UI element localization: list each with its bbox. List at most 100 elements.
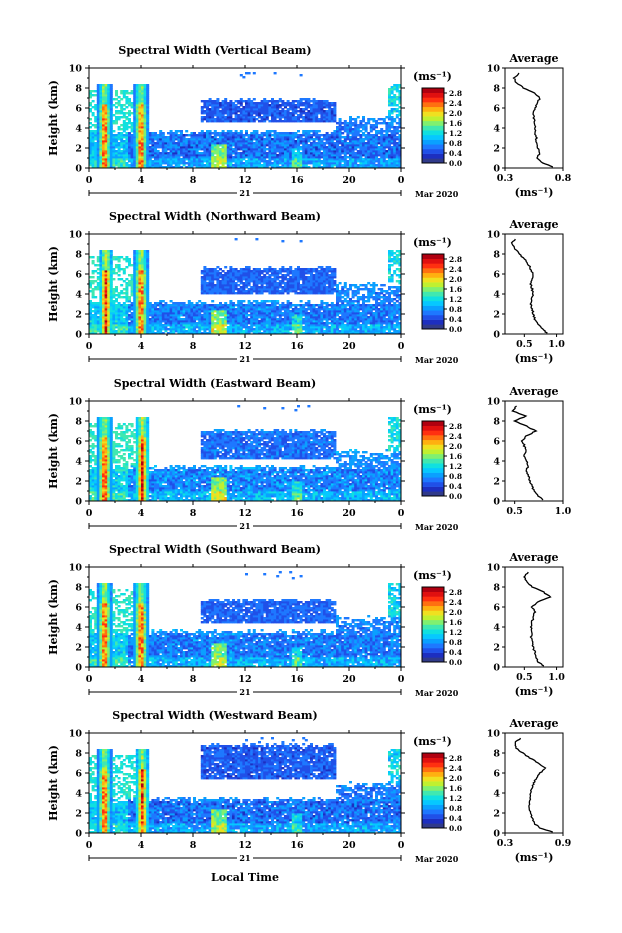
heatmap-cell <box>294 104 297 106</box>
heatmap-cell <box>222 130 225 132</box>
heatmap-cell <box>378 118 381 120</box>
heatmap-cell <box>258 102 261 104</box>
heatmap-cell <box>227 304 230 306</box>
heatmap-cell <box>352 118 355 120</box>
heatmap-cell <box>300 120 303 122</box>
heatmap-cell <box>396 96 399 98</box>
heatmap-cell <box>120 268 123 270</box>
heatmap-cell <box>118 116 121 118</box>
heatmap-cell <box>227 102 230 104</box>
heatmap-cell <box>193 132 196 134</box>
heatmap-cell <box>323 100 326 102</box>
heatmap-cell <box>222 304 225 306</box>
heatmap-cell <box>248 318 251 320</box>
heatmap-cell <box>237 284 240 286</box>
heatmap-cell <box>305 98 308 100</box>
heatmap-cell <box>128 296 131 298</box>
heatmap-cell <box>385 150 388 152</box>
heatmap-cell <box>245 138 248 140</box>
heatmap-cell <box>118 96 121 98</box>
heatmap-cell <box>216 138 219 140</box>
heatmap-cell <box>232 132 235 134</box>
heatmap-cell <box>131 302 134 304</box>
heatmap-cell <box>118 126 121 128</box>
heatmap-cell <box>185 130 188 132</box>
panel-0: Spectral Width (Vertical Beam)0246810Hei… <box>47 44 572 199</box>
heatmap-cell <box>253 304 256 306</box>
heatmap-cell <box>120 296 123 298</box>
heatmap-cell <box>242 282 245 284</box>
heatmap-cell <box>235 130 238 132</box>
heatmap-cell <box>235 282 238 284</box>
heatmap-cell <box>214 130 217 132</box>
heatmap-cell <box>123 302 126 304</box>
x-tick-label: 12 <box>238 175 251 186</box>
heatmap-cell <box>307 110 310 112</box>
heatmap-cell <box>297 110 300 112</box>
heatmap-cell <box>331 102 334 104</box>
panel-title: Spectral Width (Northward Beam) <box>109 210 321 223</box>
heatmap-cell <box>365 142 368 144</box>
heatmap-cell <box>120 290 123 292</box>
heatmap-cell <box>198 132 201 134</box>
heatmap-cell <box>245 290 248 292</box>
heatmap-cell <box>300 152 303 154</box>
heatmap-cell <box>115 272 118 274</box>
heatmap-cell <box>380 122 383 124</box>
heatmap-cell <box>396 104 399 106</box>
heatmap-cell <box>92 276 95 278</box>
heatmap-cell <box>240 74 243 76</box>
heatmap-cell <box>209 108 212 110</box>
heatmap-cell <box>94 264 97 266</box>
heatmap-cell <box>120 90 123 92</box>
heatmap-cell <box>242 100 245 102</box>
heatmap-cell <box>92 260 95 262</box>
heatmap-cell <box>92 112 95 114</box>
colorbar-swatch <box>422 130 444 135</box>
heatmap-cell <box>266 152 269 154</box>
heatmap-cell <box>164 136 167 138</box>
heatmap-cell <box>219 132 222 134</box>
heatmap-cell <box>380 118 383 120</box>
heatmap-cell <box>328 102 331 104</box>
y-tick-label: 10 <box>69 64 83 75</box>
heatmap-cell <box>115 294 118 296</box>
heatmap-cell <box>123 140 126 142</box>
heatmap-cell <box>235 292 238 294</box>
heatmap-cell <box>198 300 201 302</box>
heatmap-cell <box>105 84 108 86</box>
heatmap-cell <box>357 116 360 118</box>
heatmap-cell <box>258 302 261 304</box>
heatmap-cell <box>99 84 102 86</box>
heatmap-cell <box>185 134 188 136</box>
heatmap-cell <box>209 98 212 100</box>
heatmap-cell <box>120 304 123 306</box>
heatmap-cell <box>229 300 232 302</box>
heatmap-cell <box>284 102 287 104</box>
heatmap-cell <box>229 266 232 268</box>
heatmap-cell <box>315 130 318 132</box>
heatmap-cell <box>240 300 243 302</box>
heatmap-cell <box>370 124 373 126</box>
heatmap-cell <box>198 304 201 306</box>
heatmap-cell <box>391 86 394 88</box>
heatmap-cell <box>393 108 396 110</box>
heatmap-cell <box>97 264 100 266</box>
heatmap-cell <box>344 120 347 122</box>
heatmap-cell <box>393 84 396 86</box>
heatmap-cell <box>266 160 269 162</box>
heatmap-cell <box>281 100 284 102</box>
heatmap-cell <box>94 286 97 288</box>
heatmap-cell <box>94 302 97 304</box>
heatmap-cell <box>131 112 134 114</box>
heatmap-cell <box>281 108 284 110</box>
heatmap-cell <box>271 138 274 140</box>
heatmap-cell <box>253 328 256 330</box>
heatmap-cell <box>151 132 154 134</box>
x-tick-label: 8 <box>190 175 197 186</box>
heatmap-cell <box>391 96 394 98</box>
heatmap-cell <box>115 106 118 108</box>
heatmap-cell <box>318 130 321 132</box>
